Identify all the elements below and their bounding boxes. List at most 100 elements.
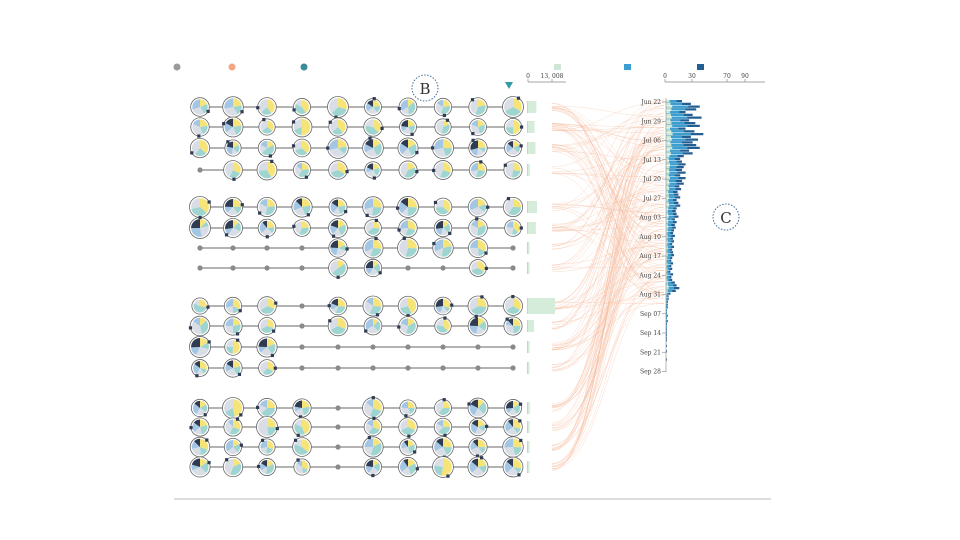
pie-marker	[397, 107, 401, 111]
pie-slice	[478, 321, 487, 331]
pie-slice	[440, 106, 451, 115]
triangle-down-icon[interactable]	[505, 82, 513, 89]
hist-bar-light	[666, 174, 675, 177]
flow-link	[551, 209, 665, 310]
pie-marker	[306, 213, 310, 217]
pie-glyph	[222, 456, 244, 478]
pie-marker	[326, 146, 330, 150]
pie-slice	[365, 119, 373, 127]
pie-slice	[475, 170, 486, 178]
flow-link	[551, 130, 665, 329]
pie-slice	[267, 418, 276, 428]
pie-glyph	[432, 456, 454, 478]
timeline-node	[510, 265, 516, 271]
pie-glyph	[223, 437, 243, 457]
pie-slice	[373, 318, 379, 326]
pie-slice	[261, 107, 272, 115]
pie-slice	[259, 298, 267, 311]
pie-glyph	[362, 136, 384, 159]
hist-bar-light	[666, 149, 681, 152]
pie-slice	[402, 148, 412, 157]
pie-marker	[327, 304, 331, 308]
pie-slice	[302, 460, 309, 471]
pie-slice	[373, 221, 380, 229]
pie-slice	[330, 119, 338, 132]
pie-slice	[478, 240, 486, 252]
hist-bar-light	[666, 243, 671, 246]
pie-slice	[507, 148, 519, 155]
hist-bar-pale	[666, 221, 669, 224]
pie-slice	[506, 427, 518, 435]
pie-slice	[293, 118, 302, 130]
pie-slice	[267, 161, 276, 178]
pie-slice	[200, 458, 208, 467]
pie-slice	[200, 103, 208, 114]
hist-bar-light	[666, 185, 675, 188]
glyph-row-2-3	[191, 358, 516, 378]
pie-slice	[513, 401, 519, 408]
mid-bar-column	[527, 101, 555, 473]
pie-slice	[191, 198, 200, 209]
pie-marker	[256, 106, 260, 110]
pie-slice	[435, 447, 447, 456]
pie-marker	[255, 405, 260, 410]
hist-bar-light	[666, 270, 669, 273]
hist-bar-light	[666, 234, 672, 237]
pie-slice	[365, 139, 373, 148]
pie-marker	[374, 236, 378, 241]
pie-marker	[479, 456, 484, 460]
pie-slice	[408, 120, 415, 127]
pie-slice	[366, 326, 379, 334]
pie-slice	[224, 458, 233, 475]
pie-slice	[200, 404, 208, 413]
pie-slice	[330, 220, 338, 228]
pie-slice	[366, 419, 373, 427]
timeline-node	[370, 365, 376, 371]
pie-glyph	[362, 236, 384, 259]
pie-glyph	[363, 316, 383, 336]
pie-glyph	[362, 295, 384, 317]
pie-slice	[302, 400, 310, 408]
timeline-node	[299, 344, 305, 350]
pie-slice	[408, 407, 415, 415]
pie-slice	[296, 163, 302, 170]
hist-bar-light	[666, 240, 672, 243]
hist-bar-pale	[666, 111, 670, 114]
mid-bar	[528, 441, 530, 453]
pie-slice	[200, 198, 209, 213]
pie-marker	[448, 231, 452, 235]
pie-glyph	[362, 436, 384, 458]
pie-slice	[299, 227, 309, 235]
pie-slice	[470, 207, 485, 216]
pie-glyph	[328, 238, 349, 258]
pie-slice	[200, 219, 207, 228]
pie-slice	[435, 298, 443, 307]
pie-slice	[441, 246, 452, 257]
hist-bar-pale	[666, 163, 670, 166]
pie-slice	[331, 199, 338, 207]
pie-slice	[194, 299, 200, 306]
pie-slice	[225, 118, 233, 127]
pie-slice	[443, 99, 451, 107]
timeline-node	[510, 365, 516, 371]
pie-glyph	[362, 196, 384, 218]
pie-slice	[302, 205, 311, 216]
pie-slice	[192, 99, 200, 110]
pie-slice	[366, 399, 373, 408]
hist-bar-light	[666, 207, 674, 210]
pie-glyph	[190, 97, 210, 117]
legend-right-swatch-2	[697, 64, 704, 70]
pie-marker	[397, 325, 401, 329]
glyph-row-0-1	[190, 116, 524, 138]
pie-slice	[408, 144, 417, 156]
flow-link	[551, 123, 665, 147]
timeline-node	[335, 365, 341, 371]
glyph-row-0-0	[190, 96, 524, 119]
flow-link	[551, 281, 665, 351]
hist-date-label-0: Jun 22	[640, 99, 661, 106]
pie-slice	[302, 140, 310, 154]
pie-slice	[402, 127, 412, 134]
pie-glyph	[293, 458, 311, 476]
hist-bar-light	[666, 218, 673, 221]
flow-link	[551, 125, 665, 142]
